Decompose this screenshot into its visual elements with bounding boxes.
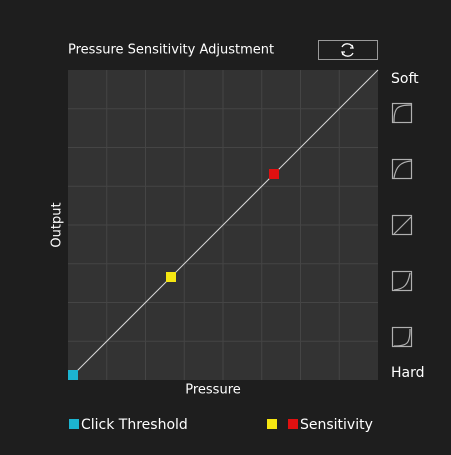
preset-soft-1[interactable]	[391, 158, 413, 180]
y-axis-label: Output	[50, 202, 65, 247]
x-axis-label: Pressure	[185, 383, 241, 398]
preset-icons	[391, 102, 413, 348]
reset-icon[interactable]	[341, 43, 354, 57]
grid	[68, 70, 378, 380]
preset-hard-1[interactable]	[391, 270, 413, 292]
click-threshold-handle[interactable]	[68, 370, 78, 380]
panel-title: Pressure Sensitivity Adjustment	[68, 43, 274, 58]
sensitivity-handle-red[interactable]	[269, 169, 279, 179]
legend-swatch-red	[288, 419, 298, 429]
legend-label: Sensitivity	[300, 417, 373, 433]
preset-hard-2[interactable]	[391, 326, 413, 348]
preset-linear[interactable]	[391, 214, 413, 236]
hard-label: Hard	[391, 365, 425, 381]
reset-button-frame[interactable]	[318, 40, 378, 60]
sensitivity-handle-yellow[interactable]	[166, 272, 176, 282]
reset-button[interactable]	[318, 40, 378, 60]
legend-label: Click Threshold	[81, 417, 188, 433]
soft-label: Soft	[391, 71, 419, 87]
preset-soft-2[interactable]	[391, 102, 413, 124]
legend-swatch-cyan	[69, 419, 79, 429]
curve	[72, 69, 379, 376]
legend-swatch-yellow	[267, 419, 277, 429]
